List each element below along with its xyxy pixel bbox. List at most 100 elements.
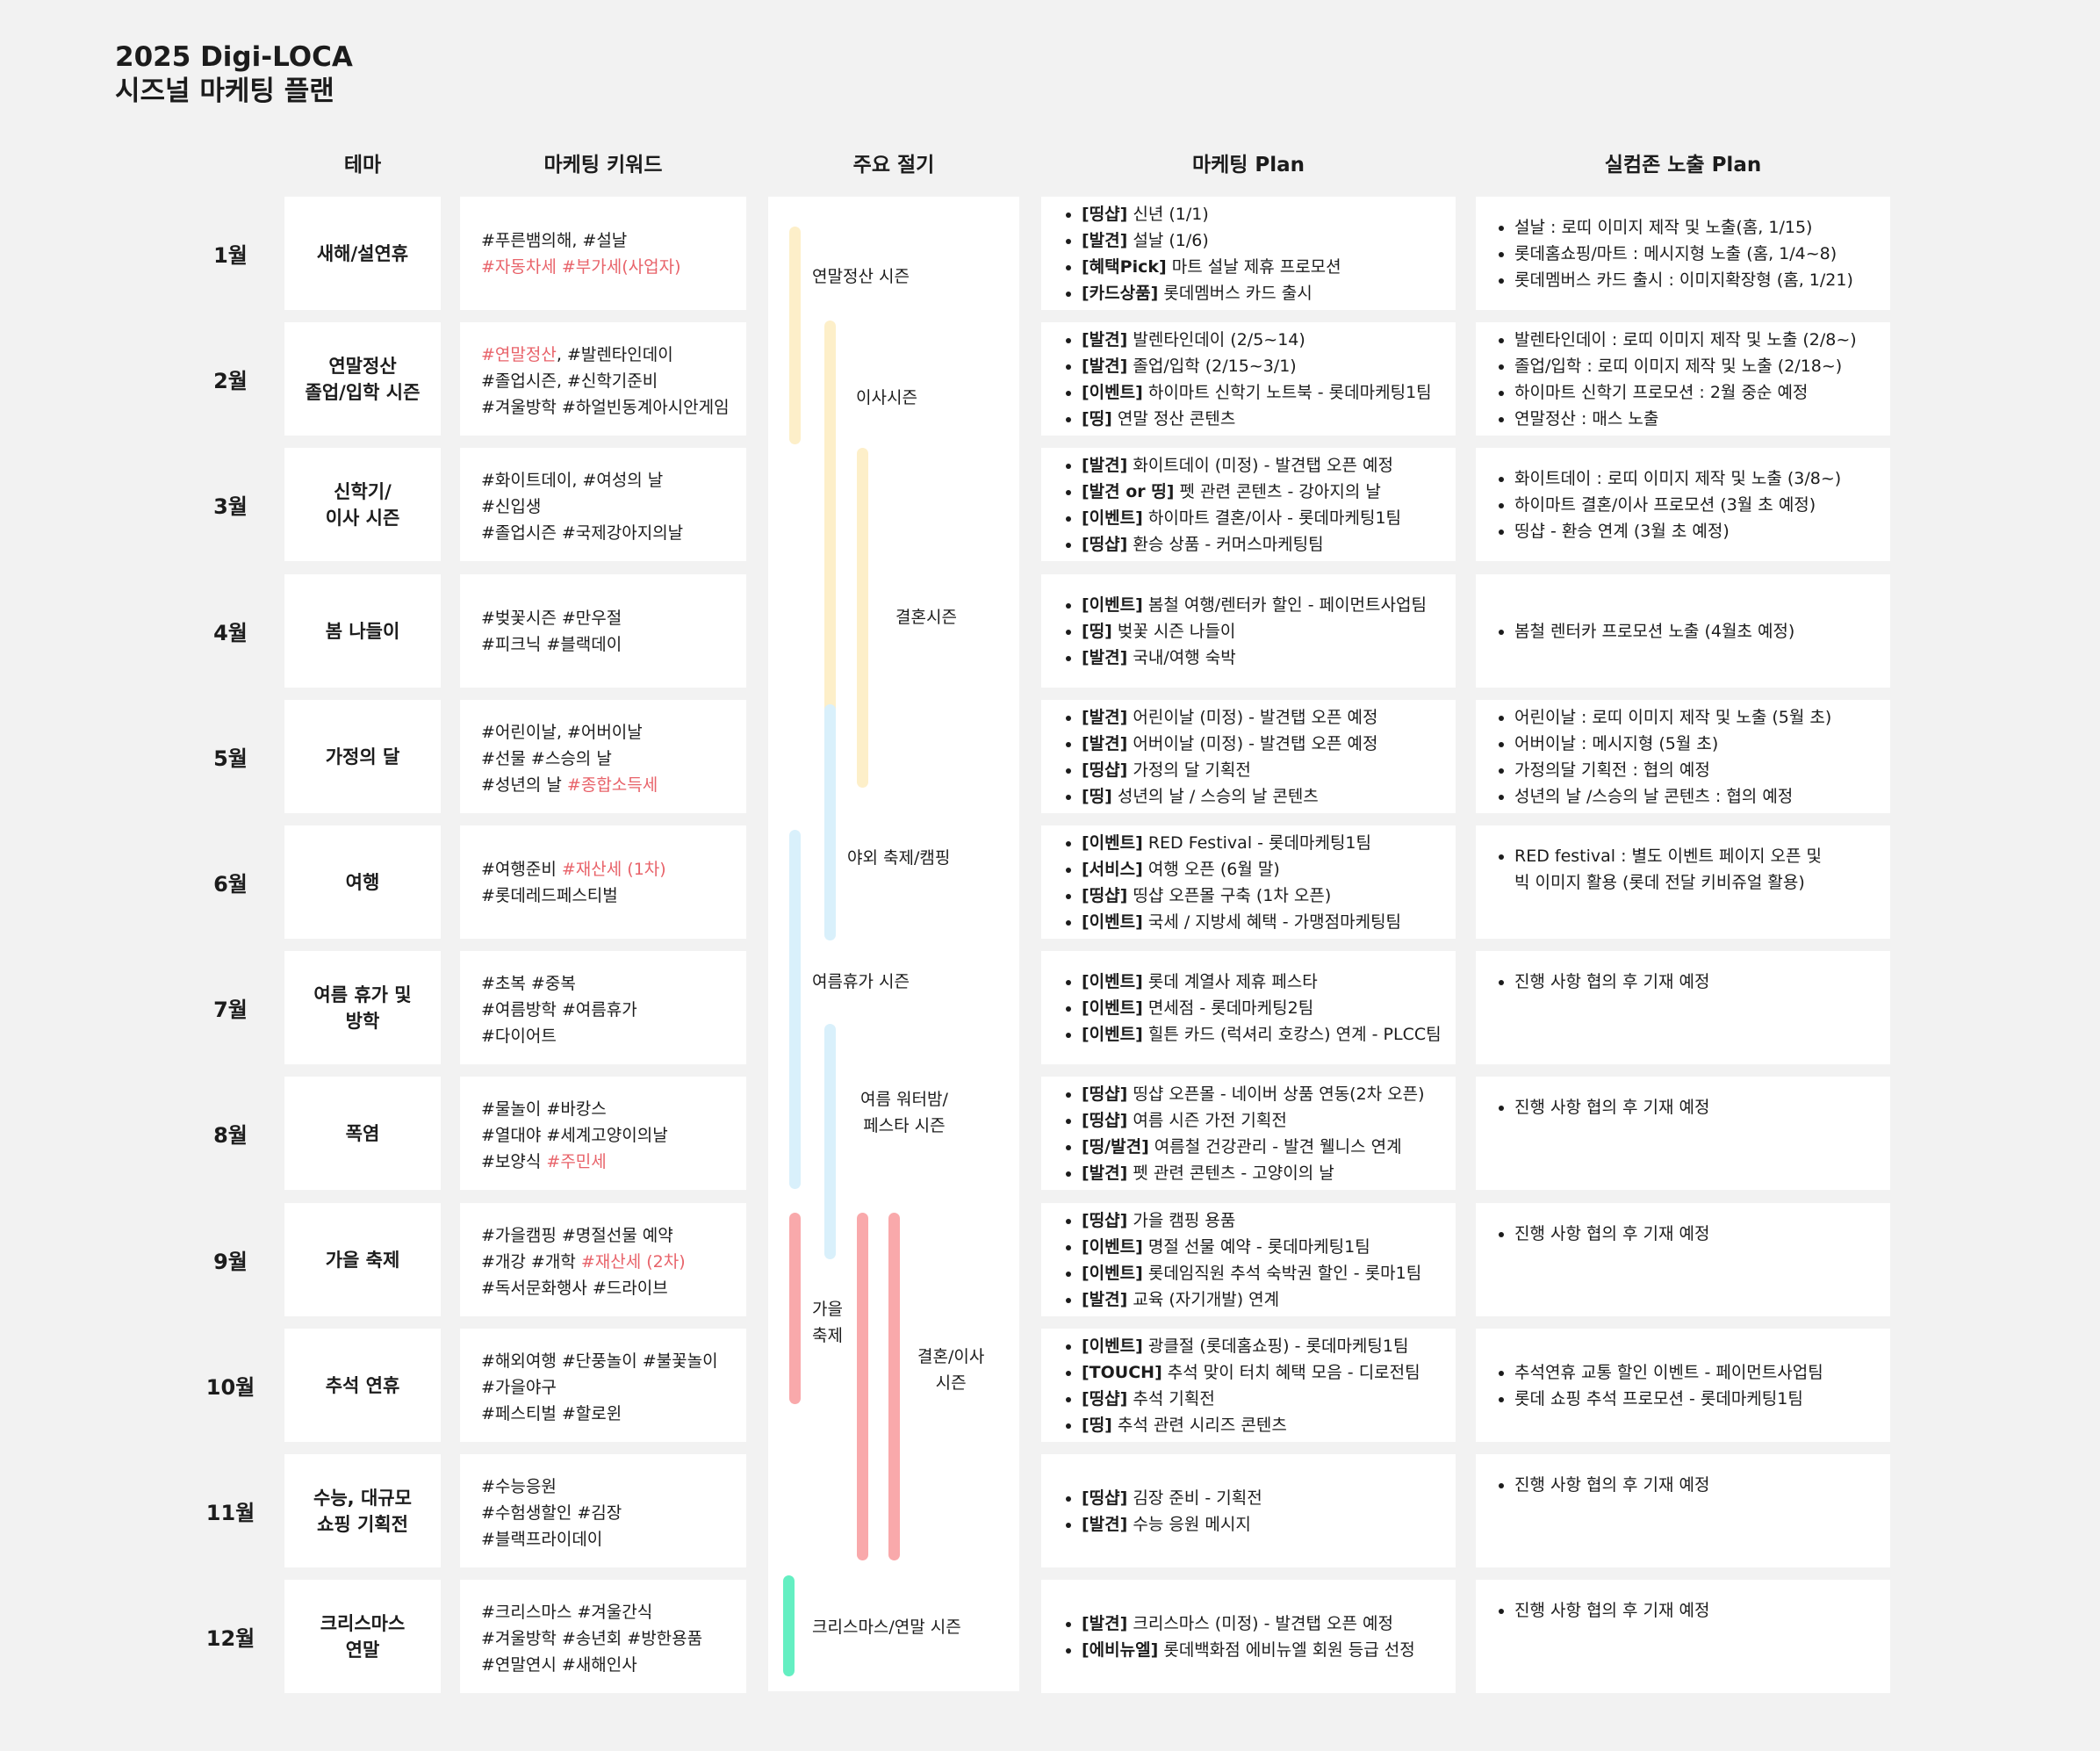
- plan-item: [이벤트] 광클절 (롯데홈쇼핑) - 롯데마케팅1팀: [1082, 1333, 1456, 1359]
- exposure-plan-cell: 어린이날 : 로띠 이미지 제작 및 노출 (5월 초)어버이날 : 메시지형 …: [1476, 700, 1890, 813]
- plan-item: [띵] 성년의 날 / 스승의 날 콘텐츠: [1082, 783, 1456, 810]
- theme-line: 연말정산: [328, 355, 397, 377]
- marketing-plan-cell: [발견] 발렌타인데이 (2/5~14)[발견] 졸업/입학 (2/15~3/1…: [1041, 322, 1456, 436]
- exposure-list: 화이트데이 : 로띠 이미지 제작 및 노출 (3/8~)하이마트 결혼/이사 …: [1476, 465, 1890, 544]
- theme-text: 수능, 대규모 쇼핑 기획전: [313, 1485, 412, 1538]
- plan-text: 띵샵 오픈몰 - 네이버 상품 연동(2차 오픈): [1127, 1084, 1425, 1104]
- keyword-line: #블랙프라이데이: [481, 1526, 746, 1553]
- keyword-cell: #화이트데이, #여성의 날 #신입생 #졸업시즌 #국제강아지의날: [460, 448, 746, 561]
- plan-item: [발견] 어린이날 (미정) - 발견탭 오픈 예정: [1082, 704, 1456, 731]
- keyword-text: #피크닉 #블랙데이: [481, 635, 622, 654]
- exposure-plan-cell: 진행 사항 협의 후 기재 예정: [1476, 1077, 1890, 1190]
- plan-item: [띵] 추석 관련 시리즈 콘텐츠: [1082, 1412, 1456, 1438]
- exposure-plan-cell: 추석연휴 교통 할인 이벤트 - 페이먼트사업팀롯데 쇼핑 추석 프로모션 - …: [1476, 1329, 1890, 1442]
- exposure-item: 하이마트 결혼/이사 프로모션 (3월 초 예정): [1514, 492, 1890, 518]
- season-timeline: 연말정산 시즌 이사시즌 결혼시즌 야외 축제/캠핑 여름휴가 시즌 여름 워터밤/ 페스…: [768, 197, 1019, 1691]
- keyword-text: #크리스마스 #겨울간식: [481, 1603, 653, 1622]
- marketing-plan-cell: [발견] 크리스마스 (미정) - 발견탭 오픈 예정[에비뉴엘] 롯데백화점 …: [1041, 1580, 1456, 1693]
- season-label: 이사시즌: [856, 388, 917, 407]
- plan-item: [띵샵] 여름 시즌 가전 기획전: [1082, 1107, 1456, 1134]
- plan-tag: [TOUCH]: [1082, 1362, 1162, 1382]
- exposure-item: 발렌타인데이 : 로띠 이미지 제작 및 노출 (2/8~): [1514, 327, 1890, 353]
- plan-item: [발견] 화이트데이 (미정) - 발견탭 오픈 예정: [1082, 452, 1456, 479]
- keyword-text: #여름방학 #여름휴가: [481, 1000, 637, 1020]
- keyword-line: #신입생: [481, 494, 746, 520]
- theme-cell: 신학기/이사 시즌: [284, 448, 441, 561]
- plan-item: [발견] 국내/여행 숙박: [1082, 645, 1456, 671]
- plan-tag: [발견]: [1082, 1289, 1128, 1309]
- plan-tag: [띵샵]: [1082, 1110, 1128, 1130]
- theme-cell: 새해/설연휴: [284, 197, 441, 310]
- keyword-text: #초복 #중복: [481, 974, 576, 993]
- keyword-line: #여행준비 #재산세 (1차): [481, 856, 746, 883]
- keyword-line: #자동차세 #부가세(사업자): [481, 254, 746, 280]
- plan-text: 봄철 여행/렌터카 할인 - 페이먼트사업팀: [1142, 594, 1427, 615]
- season-label: 연말정산 시즌: [812, 267, 910, 286]
- keyword-cell: #물놀이 #바캉스 #열대야 #세계고양이의날 #보양식 #주민세: [460, 1077, 746, 1190]
- plan-item: [이벤트] 면세점 - 롯데마케팅2팀: [1082, 995, 1456, 1021]
- plan-item: [서비스] 여행 오픈 (6월 말): [1082, 856, 1456, 883]
- season-bar: [824, 321, 836, 766]
- plan-item: [발견] 펫 관련 콘텐츠 - 고양이의 날: [1082, 1160, 1456, 1186]
- keyword-line: #초복 #중복: [481, 970, 746, 997]
- theme-cell: 폭염: [284, 1077, 441, 1190]
- plan-tag: [띵샵]: [1082, 1084, 1128, 1104]
- theme-line: 연말: [345, 1639, 380, 1661]
- exposure-item: 설날 : 로띠 이미지 제작 및 노출(홈, 1/15): [1514, 214, 1890, 241]
- theme-text: 가을 축제: [326, 1247, 400, 1273]
- marketing-plan-cell: [이벤트] RED Festival - 롯데마케팅1팀[서비스] 여행 오픈 …: [1041, 825, 1456, 939]
- keyword-cell: #수능응원 #수험생할인 #김장 #블랙프라이데이: [460, 1454, 746, 1567]
- plan-text: 명절 선물 예약 - 롯데마케팅1팀: [1142, 1236, 1370, 1257]
- exposure-plan-cell: 진행 사항 협의 후 기재 예정: [1476, 951, 1890, 1064]
- exposure-item: 화이트데이 : 로띠 이미지 제작 및 노출 (3/8~): [1514, 465, 1890, 492]
- keyword-line: #연말연시 #새해인사: [481, 1652, 746, 1678]
- keyword-text: #겨울방학 #송년회 #방한용품: [481, 1629, 703, 1648]
- keyword-text: #수능응원: [481, 1477, 557, 1496]
- plan-text: 띵샵 오픈몰 구축 (1차 오픈): [1127, 885, 1332, 905]
- theme-text: 추석 연휴: [326, 1373, 400, 1399]
- theme-line: 졸업/입학 시즌: [305, 381, 421, 403]
- plan-item: [이벤트] 힐튼 카드 (럭셔리 호캉스) 연계 - PLCC팀: [1082, 1021, 1456, 1048]
- exposure-plan-cell: 화이트데이 : 로띠 이미지 제작 및 노출 (3/8~)하이마트 결혼/이사 …: [1476, 448, 1890, 561]
- theme-text: 폭염: [346, 1120, 380, 1147]
- exposure-list: 진행 사항 협의 후 기재 예정: [1476, 1221, 1890, 1247]
- plan-tag: [이벤트]: [1082, 971, 1143, 991]
- keyword-text: #다이어트: [481, 1027, 557, 1046]
- plan-tag: [발견]: [1082, 329, 1128, 349]
- plan-text: 졸업/입학 (2/15~3/1): [1127, 356, 1297, 376]
- season-bar: [857, 1213, 868, 1560]
- plan-list: [발견] 발렌타인데이 (2/5~14)[발견] 졸업/입학 (2/15~3/1…: [1041, 327, 1456, 432]
- plan-tag: [발견]: [1082, 455, 1128, 475]
- exposure-item: 연말정산 : 매스 노출: [1514, 406, 1890, 432]
- theme-line: 여행: [345, 871, 380, 893]
- plan-item: [띵샵] 띵샵 오픈몰 구축 (1차 오픈): [1082, 883, 1456, 909]
- season-bar: [789, 227, 801, 444]
- keyword-text: #신입생: [481, 497, 542, 516]
- plan-item: [띵샵] 가을 캠핑 용품: [1082, 1207, 1456, 1234]
- exposure-list: 발렌타인데이 : 로띠 이미지 제작 및 노출 (2/8~)졸업/입학 : 로띠…: [1476, 327, 1890, 432]
- plan-tag: [이벤트]: [1082, 998, 1143, 1018]
- plan-item: [카드상품] 롯데멤버스 카드 출시: [1082, 280, 1456, 306]
- plan-text: 롯데임직원 추석 숙박권 할인 - 롯마1팀: [1142, 1263, 1422, 1283]
- keyword-line: #독서문화행사 #드라이브: [481, 1275, 746, 1301]
- plan-tag: [띵샵]: [1082, 1488, 1128, 1508]
- plan-text: 여름 시즌 가전 기획전: [1127, 1110, 1287, 1130]
- keyword-line: #졸업시즌, #신학기준비: [481, 368, 746, 394]
- plan-item: [에비뉴엘] 롯데백화점 에비뉴엘 회원 등급 선정: [1082, 1637, 1456, 1663]
- marketing-plan-cell: [발견] 화이트데이 (미정) - 발견탭 오픈 예정[발견 or 띵] 펫 관…: [1041, 448, 1456, 561]
- plan-tag: [카드상품]: [1082, 283, 1159, 303]
- keyword-cell: #크리스마스 #겨울간식 #겨울방학 #송년회 #방한용품 #연말연시 #새해인사: [460, 1580, 746, 1693]
- theme-line: 봄 나들이: [325, 620, 400, 642]
- keyword-text: #어린이날, #어버이날: [481, 723, 643, 742]
- theme-line: 크리스마스: [320, 1612, 406, 1634]
- exposure-item: 어린이날 : 로띠 이미지 제작 및 노출 (5월 초): [1514, 704, 1890, 731]
- plan-text: 하이마트 신학기 노트북 - 롯데마케팅1팀: [1142, 382, 1432, 402]
- season-bar: [824, 1024, 836, 1259]
- header-exposure: 실컴존 노출 Plan: [1604, 154, 1762, 177]
- plan-text: 롯데 계열사 제휴 페스타: [1142, 971, 1318, 991]
- plan-text: 화이트데이 (미정) - 발견탭 오픈 예정: [1127, 455, 1393, 475]
- plan-item: [띵] 연말 정산 콘텐츠: [1082, 406, 1456, 432]
- theme-cell: 가정의 달: [284, 700, 441, 813]
- keyword-text: #가을야구: [481, 1378, 557, 1397]
- theme-text: 새해/설연휴: [317, 241, 408, 267]
